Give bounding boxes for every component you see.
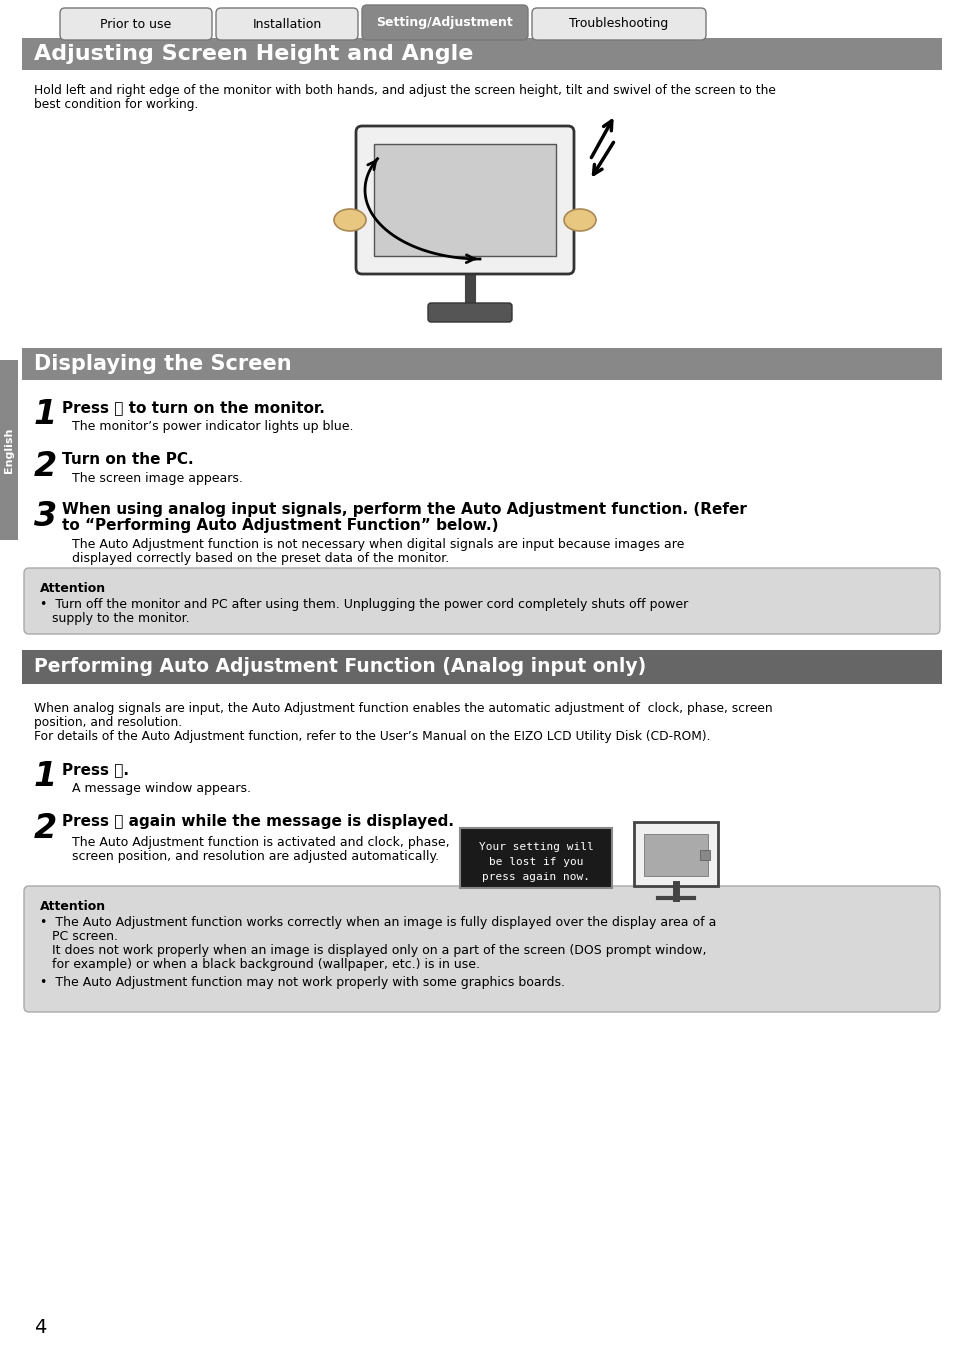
Text: PC screen.: PC screen. [40,930,118,944]
Text: 2: 2 [34,811,57,845]
Text: for example) or when a black background (wallpaper, etc.) is in use.: for example) or when a black background … [40,958,479,971]
Text: supply to the monitor.: supply to the monitor. [40,612,190,625]
Bar [374,144,556,256]
Text: When analog signals are input, the Auto Adjustment function enables the automati: When analog signals are input, the Auto … [34,702,772,716]
FancyBboxPatch shape [215,8,357,40]
Text: displayed correctly based on the preset data of the monitor.: displayed correctly based on the preset … [71,552,449,566]
Text: Attention: Attention [40,582,106,595]
Text: Displaying the Screen: Displaying the Screen [34,354,292,374]
Text: be lost if you: be lost if you [488,857,582,867]
Text: to “Performing Auto Adjustment Function” below.): to “Performing Auto Adjustment Function”… [62,518,498,533]
FancyBboxPatch shape [24,568,939,634]
FancyBboxPatch shape [459,828,612,888]
Text: •  Turn off the monitor and PC after using them. Unplugging the power cord compl: • Turn off the monitor and PC after usin… [40,598,687,612]
Text: Press Ⓐ.: Press Ⓐ. [62,761,129,778]
Text: The monitor’s power indicator lights up blue.: The monitor’s power indicator lights up … [71,420,354,433]
Text: For details of the Auto Adjustment function, refer to the User’s Manual on the E: For details of the Auto Adjustment funct… [34,730,710,742]
FancyBboxPatch shape [355,126,574,274]
Text: Attention: Attention [40,900,106,913]
Text: The Auto Adjustment function is not necessary when digital signals are input bec: The Auto Adjustment function is not nece… [71,539,683,551]
Text: Press ⓨ to turn on the monitor.: Press ⓨ to turn on the monitor. [62,400,325,414]
Text: 4: 4 [34,1318,47,1336]
FancyBboxPatch shape [60,8,212,40]
FancyBboxPatch shape [361,5,527,40]
Text: •  The Auto Adjustment function may not work properly with some graphics boards.: • The Auto Adjustment function may not w… [40,976,564,990]
Text: position, and resolution.: position, and resolution. [34,716,182,729]
Text: Your setting will: Your setting will [478,842,593,852]
Text: It does not work properly when an image is displayed only on a part of the scree: It does not work properly when an image … [40,944,706,957]
Bar [22,649,941,684]
Bar [643,834,707,876]
Ellipse shape [563,209,596,231]
FancyBboxPatch shape [24,886,939,1012]
Bar [700,850,709,860]
FancyBboxPatch shape [428,302,512,323]
Text: Adjusting Screen Height and Angle: Adjusting Screen Height and Angle [34,45,473,63]
Bar [22,348,941,379]
Text: 1: 1 [34,398,57,431]
Text: English: English [4,428,14,472]
Text: 2: 2 [34,450,57,483]
Text: Prior to use: Prior to use [100,18,172,31]
Text: screen position, and resolution are adjusted automatically.: screen position, and resolution are adju… [71,850,438,863]
FancyBboxPatch shape [532,8,705,40]
Text: press again now.: press again now. [481,872,589,882]
Text: Installation: Installation [253,18,321,31]
Text: Press Ⓐ again while the message is displayed.: Press Ⓐ again while the message is displ… [62,814,454,829]
Text: 3: 3 [34,500,57,533]
Text: Setting/Adjustment: Setting/Adjustment [376,16,513,28]
Text: When using analog input signals, perform the Auto Adjustment function. (Refer: When using analog input signals, perform… [62,502,746,517]
FancyBboxPatch shape [634,822,718,886]
Text: •  The Auto Adjustment function works correctly when an image is fully displayed: • The Auto Adjustment function works cor… [40,917,716,929]
Text: The screen image appears.: The screen image appears. [71,472,243,485]
Ellipse shape [334,209,366,231]
Bar [0,360,18,540]
Text: Turn on the PC.: Turn on the PC. [62,452,193,467]
Text: Hold left and right edge of the monitor with both hands, and adjust the screen h: Hold left and right edge of the monitor … [34,84,775,97]
Text: Troubleshooting: Troubleshooting [569,18,668,31]
Text: 1: 1 [34,760,57,792]
Bar [22,38,941,70]
Text: best condition for working.: best condition for working. [34,99,198,111]
Text: The Auto Adjustment function is activated and clock, phase,: The Auto Adjustment function is activate… [71,836,449,849]
Text: A message window appears.: A message window appears. [71,782,251,795]
Text: Performing Auto Adjustment Function (Analog input only): Performing Auto Adjustment Function (Ana… [34,657,645,676]
